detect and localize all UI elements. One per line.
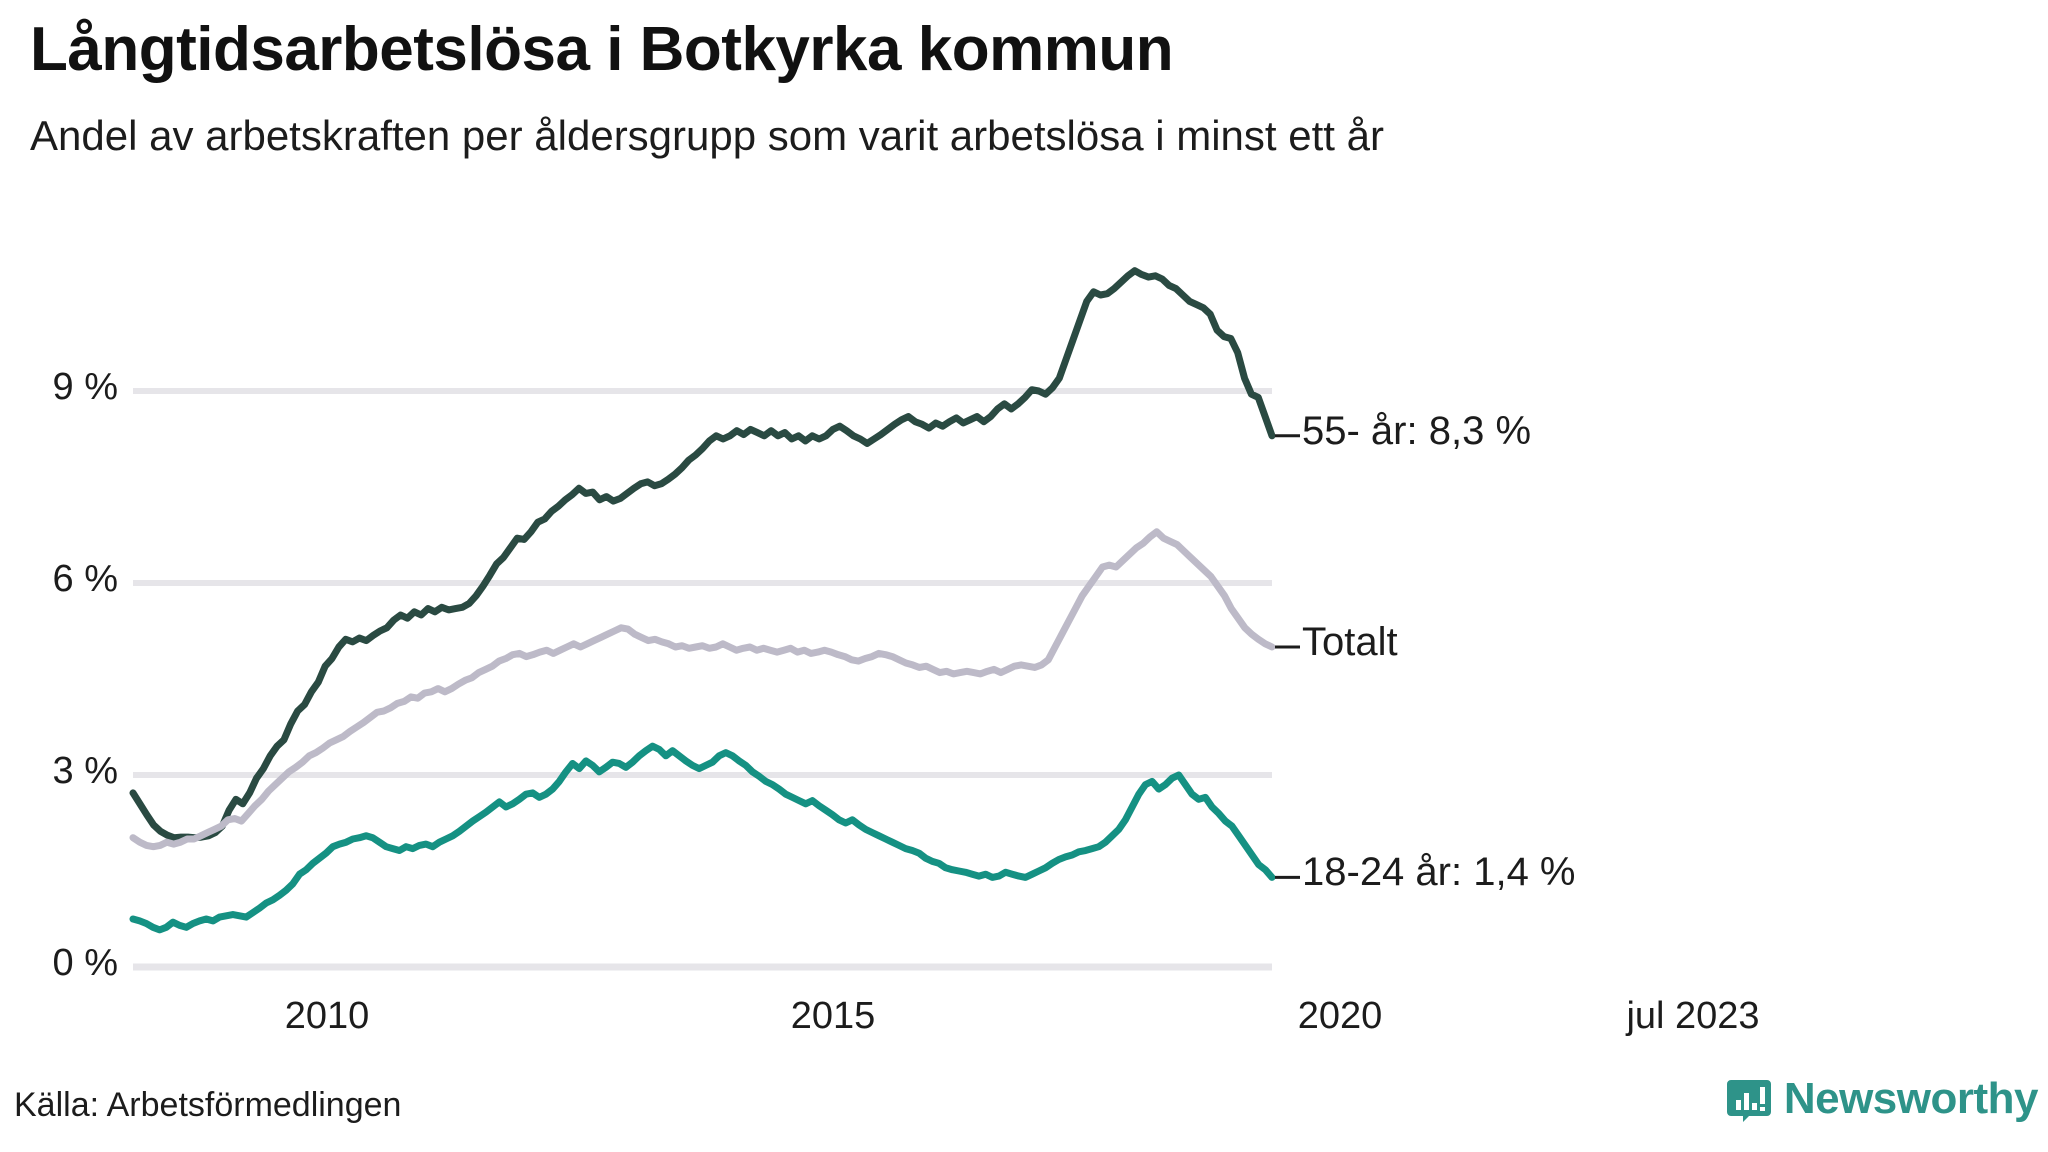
bar-chart-bubble-icon <box>1726 1076 1772 1122</box>
x-tick-label: 2020 <box>1297 995 1383 1037</box>
line-chart-svg <box>129 267 1300 971</box>
series-label-1: 55- år: 8,3 % <box>1302 408 1532 453</box>
y-tick-label: 3 % <box>52 750 118 792</box>
series-label-2: Totalt <box>1302 620 1398 664</box>
page-title: Långtidsarbetslösa i Botkyrka kommun <box>30 15 1174 84</box>
series-line-3 <box>129 742 1276 934</box>
y-tick-label: 9 % <box>52 366 118 408</box>
series-line-1 <box>129 267 1276 842</box>
series-line-2 <box>129 528 1276 851</box>
x-tick-label: 2015 <box>790 995 876 1037</box>
x-tick-label: 2010 <box>284 995 370 1037</box>
source-note: Källa: Arbetsförmedlingen <box>14 1086 402 1124</box>
chart-container: 0 % 3 % 6 % 9 % 2010 2015 2020 jul 2023 55- år… <box>52 267 1760 1037</box>
series-label-3: 18-24 år: 1,4 % <box>1302 850 1576 895</box>
logo-wordmark: Newsworthy <box>1783 1074 2039 1123</box>
y-tick-label: 6 % <box>52 558 118 600</box>
page-subtitle: Andel av arbetskraften per åldersgrupp s… <box>30 112 1384 159</box>
newsworthy-logo: Newsworthy <box>1726 1074 2039 1123</box>
x-tick-label: jul 2023 <box>1626 995 1760 1037</box>
y-tick-label: 0 % <box>52 942 118 984</box>
